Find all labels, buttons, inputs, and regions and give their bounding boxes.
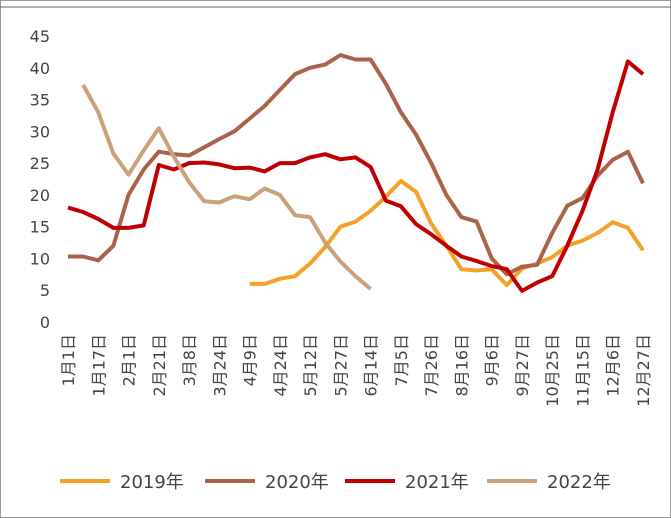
y-tick-label: 45 xyxy=(30,27,50,46)
x-tick-label: 4月24日 xyxy=(271,334,290,397)
legend-label: 2021年 xyxy=(405,472,469,493)
x-tick-label: 4月9日 xyxy=(241,334,260,386)
x-tick-label: 1月17日 xyxy=(89,334,108,397)
x-tick-label: 11月15日 xyxy=(573,334,592,407)
x-tick-label: 3月24日 xyxy=(210,334,229,397)
x-tick-label: 9月27日 xyxy=(513,334,532,397)
y-tick-label: 0 xyxy=(40,313,50,332)
y-tick-label: 35 xyxy=(30,91,50,110)
y-tick-label: 25 xyxy=(30,154,50,173)
y-tick-label: 10 xyxy=(30,249,50,268)
x-tick-label: 7月26日 xyxy=(422,334,441,397)
x-tick-label: 12月6日 xyxy=(604,334,623,397)
x-tick-label: 2月21日 xyxy=(150,334,169,397)
x-tick-label: 8月16日 xyxy=(452,334,471,397)
x-tick-label: 5月27日 xyxy=(331,334,350,397)
y-tick-label: 5 xyxy=(40,281,50,300)
x-tick-label: 6月14日 xyxy=(362,334,381,397)
x-tick-label: 1月1日 xyxy=(59,334,78,386)
series-line xyxy=(68,53,645,277)
x-tick-label: 2月1日 xyxy=(120,334,139,386)
y-tick-label: 40 xyxy=(30,59,50,78)
x-tick-label: 9月6日 xyxy=(483,334,502,386)
y-tick-label: 15 xyxy=(30,218,50,237)
legend-label: 2022年 xyxy=(547,472,611,493)
y-tick-label: 20 xyxy=(30,186,50,205)
x-tick-label: 3月8日 xyxy=(180,334,199,386)
y-tick-label: 30 xyxy=(30,122,50,141)
series-line xyxy=(81,83,372,291)
x-tick-label: 7月5日 xyxy=(392,334,411,386)
series-line xyxy=(67,59,645,293)
x-tick-label: 5月12日 xyxy=(301,334,320,397)
x-tick-label: 10月25日 xyxy=(543,334,562,407)
legend-label: 2020年 xyxy=(265,472,329,493)
x-tick-label: 12月27日 xyxy=(634,334,653,407)
legend-label: 2019年 xyxy=(120,472,184,493)
